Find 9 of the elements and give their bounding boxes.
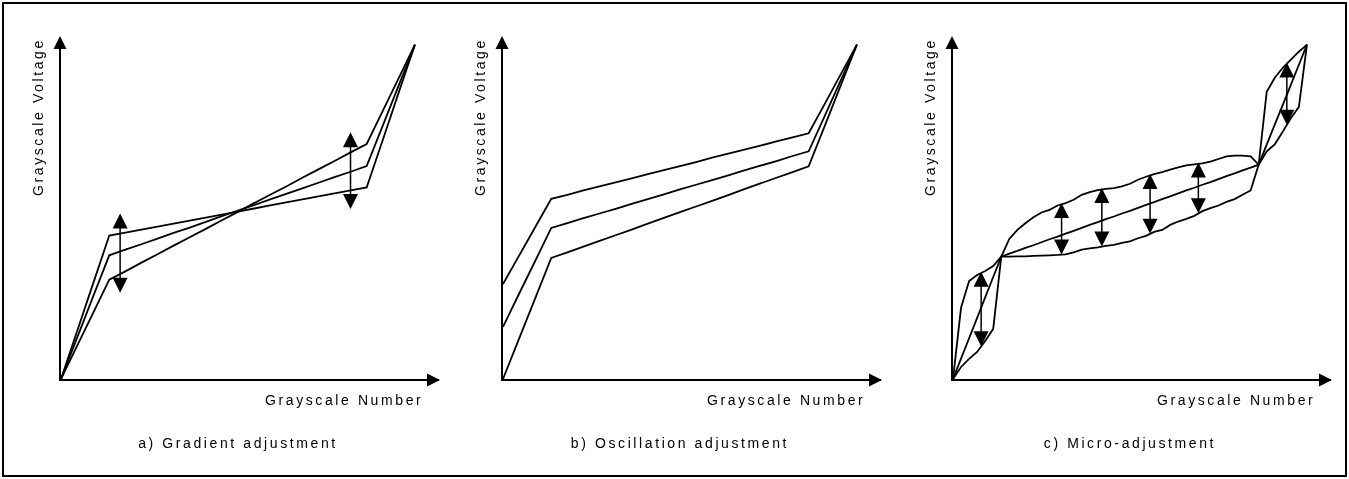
y-axis-title: Grayscale Voltage	[30, 38, 46, 196]
text: a) Gradient adjustment	[138, 434, 338, 451]
x-axis-title: Grayscale Number	[265, 392, 424, 408]
x-axis-title: Grayscale Number	[707, 392, 866, 408]
y-axis-title: Grayscale Voltage	[472, 38, 488, 196]
y-axis-title: Grayscale Voltage	[922, 38, 938, 196]
text: c) Micro-adjustment	[1043, 434, 1217, 451]
x-axis-title: Grayscale Number	[1157, 392, 1316, 408]
text: b) Oscillation adjustment	[570, 434, 790, 451]
